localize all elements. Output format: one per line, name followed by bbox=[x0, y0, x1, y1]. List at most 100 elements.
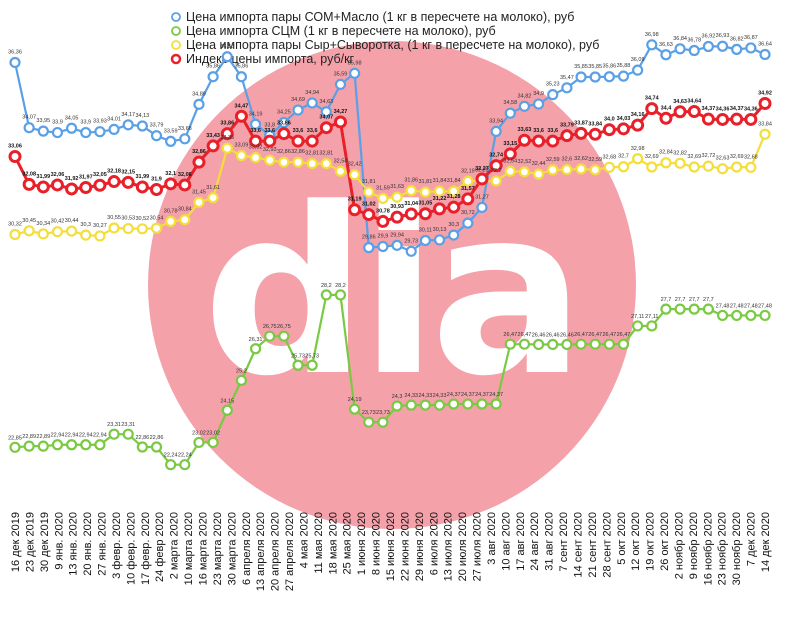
legend-marker-3 bbox=[170, 53, 182, 65]
x-tick-label: 6 апреля 2020 bbox=[241, 512, 253, 585]
data-label: 32,7 bbox=[618, 154, 629, 160]
x-tick-label: 26 окт 2020 bbox=[659, 512, 671, 571]
data-label: 34,89 bbox=[192, 91, 206, 97]
data-point bbox=[391, 239, 403, 251]
data-point bbox=[107, 175, 121, 189]
data-label: 35,98 bbox=[348, 60, 362, 66]
data-label: 34,63 bbox=[673, 99, 687, 105]
data-point bbox=[51, 126, 64, 139]
data-point bbox=[65, 225, 78, 237]
data-point bbox=[405, 245, 417, 257]
x-tick-label: 17 февр. 2020 bbox=[140, 512, 152, 585]
data-point bbox=[263, 134, 277, 148]
data-point bbox=[632, 64, 644, 76]
data-label: 24,37 bbox=[475, 392, 489, 398]
data-point bbox=[759, 48, 771, 61]
data-point bbox=[674, 157, 686, 169]
data-point bbox=[348, 203, 362, 217]
data-point bbox=[150, 183, 164, 197]
data-label: 34,25 bbox=[277, 110, 291, 116]
data-label: 36,64 bbox=[758, 42, 772, 48]
x-tick-label: 23 дек 2019 bbox=[24, 512, 36, 572]
data-label: 32,18 bbox=[107, 169, 121, 175]
data-point bbox=[462, 175, 474, 187]
data-point bbox=[207, 71, 219, 83]
data-point bbox=[716, 112, 730, 126]
data-point bbox=[617, 70, 630, 82]
data-label: 24,37 bbox=[447, 392, 461, 398]
data-point bbox=[121, 175, 135, 189]
data-point bbox=[560, 129, 574, 143]
data-label: 36,36 bbox=[8, 49, 22, 55]
data-point bbox=[179, 459, 191, 471]
data-point bbox=[561, 338, 573, 351]
x-tick-label: 16 марта 2020 bbox=[198, 512, 210, 585]
data-label: 36,93 bbox=[716, 33, 730, 39]
data-label: 27,7 bbox=[661, 297, 672, 303]
data-point bbox=[476, 201, 488, 214]
data-label: 32,86 bbox=[192, 149, 206, 155]
data-point bbox=[164, 177, 178, 191]
data-point bbox=[234, 109, 248, 123]
x-tick-label: 21 сент 2020 bbox=[587, 512, 599, 578]
data-label: 32,84 bbox=[659, 150, 673, 156]
data-label: 31,86 bbox=[404, 178, 418, 184]
data-label: 32,08 bbox=[22, 171, 36, 177]
x-tick-label: 10 марта 2020 bbox=[183, 512, 195, 585]
data-point bbox=[334, 78, 347, 91]
data-label: 33,15 bbox=[503, 141, 517, 147]
data-point bbox=[617, 161, 630, 173]
data-point bbox=[36, 180, 50, 194]
data-label: 32,05 bbox=[93, 172, 107, 178]
data-label: 26,31 bbox=[249, 337, 263, 343]
data-point bbox=[108, 428, 120, 440]
data-point bbox=[589, 338, 601, 350]
data-label: 22,94 bbox=[65, 433, 79, 439]
data-label: 32,81 bbox=[319, 151, 333, 157]
data-point bbox=[546, 134, 560, 148]
data-label: 30,34 bbox=[36, 221, 50, 227]
data-label: 26,46 bbox=[532, 332, 546, 338]
data-label: 33,35 bbox=[220, 135, 234, 141]
data-point bbox=[8, 149, 22, 163]
data-point bbox=[390, 210, 404, 224]
data-point bbox=[504, 338, 516, 350]
x-tick-label: 16 ноябр 2020 bbox=[702, 512, 714, 585]
data-point bbox=[377, 192, 389, 204]
data-point bbox=[23, 122, 35, 134]
data-point bbox=[504, 165, 516, 177]
data-label: 30,55 bbox=[107, 215, 121, 221]
data-point bbox=[291, 134, 305, 148]
x-tick-label: 27 апреля 2020 bbox=[284, 512, 296, 591]
data-label: 35,23 bbox=[546, 82, 560, 88]
data-point bbox=[150, 130, 163, 142]
data-point bbox=[179, 214, 191, 226]
x-tick-label: 28 сент 2020 bbox=[601, 512, 613, 578]
data-label: 33,84 bbox=[758, 121, 772, 127]
legend-entry-0: Цена импорта пары СОМ+Масло (1 кг в пере… bbox=[186, 10, 574, 24]
series-points bbox=[8, 39, 772, 471]
data-label: 34,07 bbox=[319, 115, 333, 121]
data-label: 32,2 bbox=[491, 168, 502, 174]
x-tick-label: 3 февр. 2020 bbox=[111, 512, 123, 579]
data-label: 29,73 bbox=[404, 238, 418, 244]
data-point bbox=[659, 111, 673, 125]
data-point bbox=[278, 116, 290, 129]
data-point bbox=[150, 222, 163, 234]
data-label: 22,94 bbox=[51, 433, 65, 439]
data-label: 34,36 bbox=[744, 106, 758, 112]
data-point bbox=[292, 104, 304, 116]
data-label: 31,84 bbox=[433, 178, 447, 184]
data-label: 23,02 bbox=[192, 430, 206, 436]
data-label: 30,13 bbox=[433, 227, 447, 233]
data-label: 34,17 bbox=[121, 112, 135, 118]
data-label: 23,31 bbox=[107, 422, 121, 428]
x-tick-label: 15 июня 2020 bbox=[385, 512, 397, 581]
data-point bbox=[716, 40, 729, 52]
x-tick-label: 31 авг 2020 bbox=[544, 512, 556, 571]
data-point bbox=[193, 196, 205, 208]
x-tick-label: 6 июля 2020 bbox=[428, 512, 440, 575]
data-label: 24,37 bbox=[489, 392, 503, 398]
data-point bbox=[320, 289, 332, 301]
data-point bbox=[731, 161, 743, 173]
